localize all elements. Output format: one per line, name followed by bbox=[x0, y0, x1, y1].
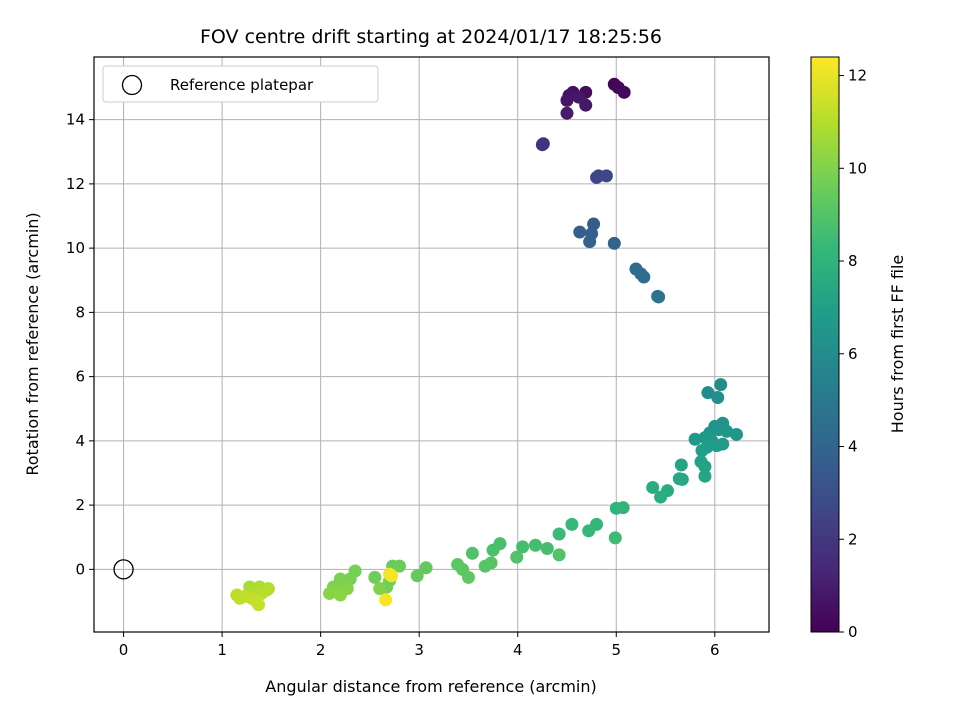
data-point bbox=[714, 378, 728, 392]
data-point bbox=[486, 543, 500, 557]
y-tick-label: 4 bbox=[75, 432, 85, 450]
x-tick-label: 1 bbox=[217, 641, 227, 659]
data-point bbox=[552, 527, 566, 541]
y-axis-ticks: 0 2 4 6 8 10 12 14 bbox=[66, 111, 94, 578]
data-point bbox=[654, 490, 668, 504]
colorbar-tick-label: 6 bbox=[848, 345, 858, 363]
x-axis-label: Angular distance from reference (arcmin) bbox=[265, 677, 596, 696]
data-point bbox=[573, 225, 587, 239]
data-point bbox=[333, 588, 347, 602]
colorbar-tick-label: 4 bbox=[848, 438, 858, 456]
data-point bbox=[646, 480, 660, 494]
data-point bbox=[528, 538, 542, 552]
colorbar-ticks: 0 2 4 6 8 10 12 bbox=[839, 67, 867, 641]
y-tick-label: 8 bbox=[75, 303, 85, 321]
y-tick-label: 6 bbox=[75, 368, 85, 386]
x-tick-label: 6 bbox=[710, 641, 720, 659]
legend-marker bbox=[121, 74, 143, 96]
data-point bbox=[461, 570, 475, 584]
data-point bbox=[373, 582, 387, 596]
data-point bbox=[385, 569, 399, 583]
data-point bbox=[323, 586, 337, 600]
data-point bbox=[674, 458, 688, 472]
data-point bbox=[617, 85, 631, 99]
data-point bbox=[616, 501, 630, 515]
x-tick-label: 0 bbox=[119, 641, 129, 659]
data-point bbox=[465, 546, 479, 560]
data-point bbox=[587, 217, 601, 231]
y-axis-label: Rotation from reference (arcmin) bbox=[23, 212, 42, 475]
data-point bbox=[729, 427, 743, 441]
data-point bbox=[711, 391, 725, 405]
colorbar-tick-label: 2 bbox=[848, 530, 858, 548]
y-tick-label: 12 bbox=[66, 175, 85, 193]
chart-title: FOV centre drift starting at 2024/01/17 … bbox=[200, 26, 662, 48]
data-point bbox=[252, 598, 266, 612]
data-point bbox=[672, 472, 686, 486]
legend: Reference platepar bbox=[102, 65, 379, 103]
x-tick-label: 3 bbox=[414, 641, 424, 659]
colorbar-tick-label: 0 bbox=[848, 623, 858, 641]
colorbar-tick-label: 12 bbox=[848, 67, 867, 85]
data-point bbox=[535, 138, 549, 152]
data-point bbox=[590, 170, 604, 184]
grid bbox=[94, 57, 769, 632]
data-point bbox=[637, 270, 651, 284]
data-point bbox=[552, 548, 566, 562]
data-point bbox=[698, 469, 712, 483]
data-point bbox=[710, 439, 724, 453]
data-point bbox=[599, 169, 613, 183]
legend-box bbox=[102, 65, 379, 103]
y-tick-label: 0 bbox=[75, 560, 85, 578]
data-point bbox=[583, 235, 597, 249]
x-tick-label: 4 bbox=[513, 641, 523, 659]
data-point bbox=[607, 236, 621, 250]
data-point bbox=[579, 98, 593, 112]
data-point bbox=[565, 517, 579, 531]
reference-point bbox=[113, 559, 134, 580]
data-point bbox=[516, 540, 530, 554]
x-tick-label: 2 bbox=[316, 641, 326, 659]
y-tick-label: 2 bbox=[75, 496, 85, 514]
data-point bbox=[698, 460, 712, 474]
data-point bbox=[688, 432, 702, 446]
colorbar-tick-label: 10 bbox=[848, 159, 867, 177]
y-tick-label: 14 bbox=[66, 111, 85, 129]
data-point bbox=[540, 541, 554, 555]
data-point bbox=[720, 424, 734, 438]
data-point bbox=[560, 106, 574, 120]
colorbar-label: Hours from first FF file bbox=[888, 255, 907, 434]
colorbar-tick-label: 8 bbox=[848, 252, 858, 270]
data-point bbox=[368, 570, 382, 584]
data-point bbox=[582, 524, 596, 538]
data-point bbox=[233, 591, 247, 605]
data-point bbox=[652, 290, 666, 304]
colorbar bbox=[810, 56, 840, 633]
data-point bbox=[419, 561, 433, 575]
data-point bbox=[560, 93, 574, 107]
scatter-points bbox=[113, 77, 743, 612]
data-point bbox=[695, 444, 709, 458]
data-point bbox=[379, 593, 393, 607]
legend-label: Reference platepar bbox=[170, 76, 314, 94]
plot-frame bbox=[93, 56, 770, 633]
data-point bbox=[510, 550, 524, 564]
data-point bbox=[410, 569, 424, 583]
data-point bbox=[701, 386, 715, 400]
data-point bbox=[608, 531, 622, 545]
data-point bbox=[478, 559, 492, 573]
x-axis-ticks: 0 1 2 3 4 5 6 bbox=[119, 632, 720, 659]
y-tick-label: 10 bbox=[66, 239, 85, 257]
x-tick-label: 5 bbox=[611, 641, 621, 659]
